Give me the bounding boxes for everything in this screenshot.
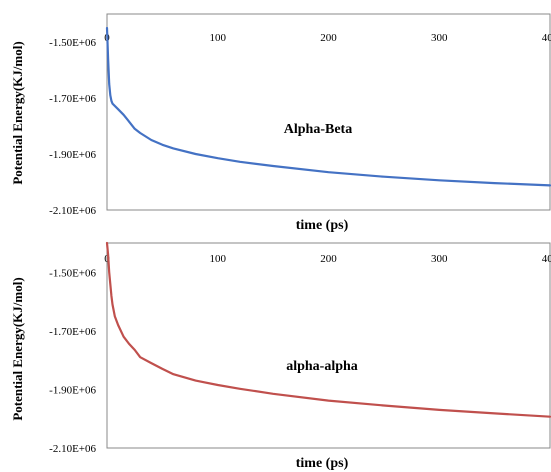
x-tick-labels: 0 100 200 300 400 xyxy=(104,253,551,265)
y-tick-labels: -1.50E+06 -1.70E+06 -1.90E+06 -2.10E+06 xyxy=(49,37,96,217)
series-line xyxy=(105,26,551,187)
x-tick-label: 300 xyxy=(431,253,448,265)
x-tick-label: 0 xyxy=(104,253,110,265)
series-lines xyxy=(105,241,551,418)
x-axis-label: time (ps) xyxy=(296,218,349,233)
plot-area-frame xyxy=(106,242,551,449)
x-tick-label: 100 xyxy=(210,32,227,44)
chart-alpha-alpha: Potential Energy(KJ/mol) time (ps) alpha… xyxy=(10,241,551,471)
y-tick-label: -1.50E+06 xyxy=(49,37,96,49)
y-tick-labels: -1.50E+06 -1.70E+06 -1.90E+06 -2.10E+06 xyxy=(49,267,96,455)
x-tick-label: 100 xyxy=(210,253,227,265)
series-annotation: alpha-alpha xyxy=(286,359,358,374)
series-line xyxy=(105,241,551,418)
series-annotation: Alpha-Beta xyxy=(284,122,352,137)
chart-alpha-beta: Potential Energy(KJ/mol) time (ps) Alpha… xyxy=(10,13,551,233)
x-tick-label: 400 xyxy=(542,253,551,265)
y-tick-label: -2.10E+06 xyxy=(49,205,96,217)
series-lines xyxy=(105,26,551,187)
plot-area-frame xyxy=(106,13,551,211)
y-tick-label: -1.70E+06 xyxy=(49,326,96,338)
y-tick-label: -1.70E+06 xyxy=(49,93,96,105)
x-tick-label: 300 xyxy=(431,32,448,44)
y-axis-label: Potential Energy(KJ/mol) xyxy=(10,41,25,184)
x-axis-label: time (ps) xyxy=(296,456,349,471)
y-tick-label: -1.50E+06 xyxy=(49,267,96,279)
x-tick-label: 200 xyxy=(320,32,337,44)
y-tick-label: -2.10E+06 xyxy=(49,443,96,455)
x-tick-labels: 0100200300400 xyxy=(104,32,551,44)
x-tick-label: 200 xyxy=(320,253,337,265)
y-axis-label: Potential Energy(KJ/mol) xyxy=(10,277,25,420)
y-tick-label: -1.90E+06 xyxy=(49,384,96,396)
x-tick-label: 400 xyxy=(542,32,551,44)
y-tick-label: -1.90E+06 xyxy=(49,149,96,161)
